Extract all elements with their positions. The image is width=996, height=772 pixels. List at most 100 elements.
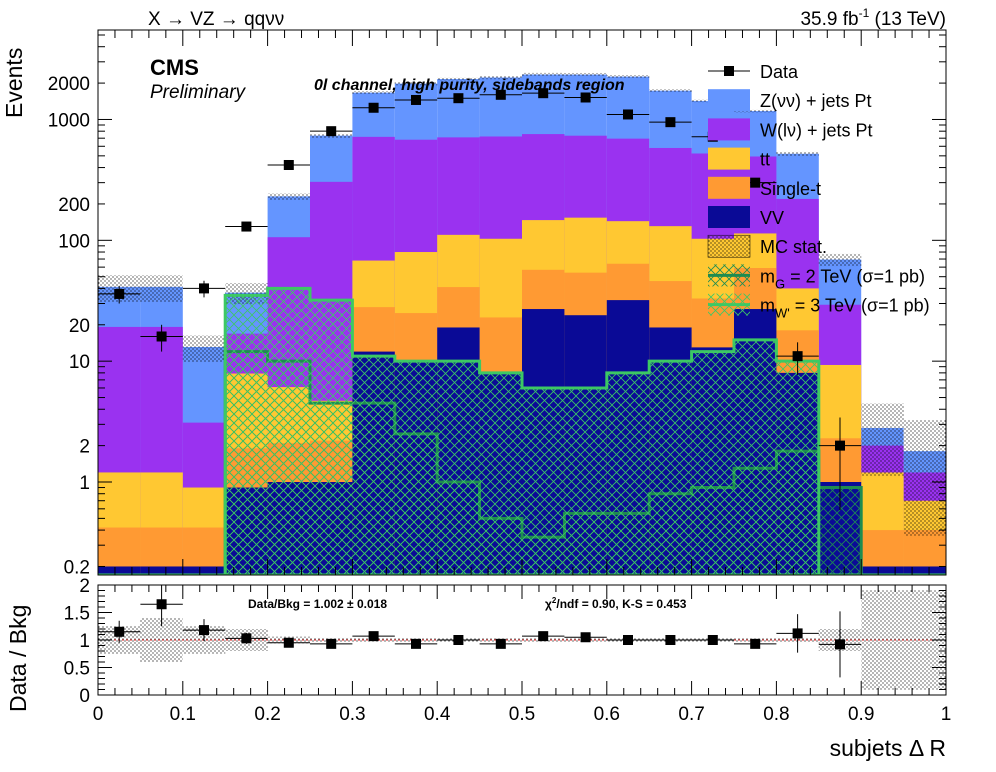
ratio-summary: Data/Bkg = 1.002 ± 0.018	[248, 597, 387, 611]
energy-label: (13 TeV)	[875, 9, 946, 30]
ratio-points	[98, 585, 862, 678]
y-tick-label-6: 200	[58, 195, 90, 216]
lumi-value: 35.9 fb	[800, 9, 858, 30]
bar-vv-19	[903, 566, 946, 575]
ratio-point-12	[623, 635, 633, 645]
data-point-16	[792, 351, 803, 362]
x-axis-label: subjets Δ R	[830, 735, 946, 761]
x-tick-label-9: 0.9	[848, 704, 874, 725]
data-point-7	[411, 94, 421, 105]
mc-stat-bin-16	[776, 151, 819, 156]
x-tick-label-6: 0.6	[594, 704, 620, 725]
legend-data-marker	[724, 66, 734, 76]
ratio-fit-stats: χ2/ndf = 0.90, K-S = 0.453	[545, 596, 687, 611]
mc-stat-bin-7	[394, 82, 438, 86]
ratio-point-4	[283, 637, 294, 648]
x-tick-label-0: 0	[93, 704, 104, 725]
ratio-point-9	[495, 638, 506, 649]
data-point-5	[326, 126, 337, 137]
bar-vv-0	[98, 566, 141, 575]
legend-label-2: W(lν) + jets Pt	[760, 120, 873, 140]
data-point-11	[580, 92, 591, 103]
signal-mw-3tev	[98, 286, 946, 575]
data-point-1	[156, 331, 167, 342]
data-point-6	[368, 102, 379, 113]
legend-label-7: mG = 2 TeV (σ=1 pb)	[760, 266, 925, 291]
y-tick-label-8: 2000	[48, 74, 90, 95]
mc-stat-bin-2	[182, 335, 226, 363]
lumi-exponent: -1	[859, 6, 870, 20]
legend-swatch-stat	[707, 234, 751, 258]
legend-label-4: Single-t	[760, 179, 821, 199]
x-tick-label-2: 0.2	[254, 704, 280, 725]
legend-swatch-3	[708, 147, 750, 170]
mc-stat-bin-6	[352, 91, 395, 95]
x-tick-label-10: 1	[941, 704, 952, 725]
y-tick-label-4: 20	[69, 316, 90, 337]
ratio-point-0	[114, 626, 125, 637]
cms-sublabel: Preliminary	[150, 82, 247, 103]
data-points	[98, 88, 862, 511]
x-tick-label-7: 0.7	[678, 704, 704, 725]
ratio-y-tick-label-2: 1	[79, 631, 90, 652]
data-point-0	[114, 288, 125, 299]
title-right: 35.9 fb-1 (13 TeV)	[800, 6, 946, 30]
bar-vv-18	[861, 566, 904, 575]
x-tick-label-8: 0.8	[763, 704, 789, 725]
data-point-15	[750, 177, 761, 188]
bar-vv-1	[140, 566, 183, 575]
ratio-point-7	[411, 638, 421, 649]
mc-stat-bin-19	[903, 420, 946, 536]
data-point-2	[199, 283, 209, 294]
y-tick-label-2: 2	[79, 437, 90, 458]
x-tick-label-1: 0.1	[170, 704, 196, 725]
y-tick-label-1: 1	[79, 473, 90, 494]
legend-swatch-1	[708, 89, 750, 112]
y-tick-label-5: 100	[58, 231, 90, 252]
ratio-y-axis-label: Data / Bkg	[5, 605, 31, 712]
ratio-y-tick-label-3: 1.5	[64, 604, 90, 625]
x-tick-label-3: 0.3	[339, 704, 365, 725]
ratio-point-17	[835, 639, 845, 650]
ratio-y-tick-label-0: 0	[79, 686, 90, 707]
legend-label-5: VV	[760, 208, 784, 228]
mc-stat-bin-4	[267, 193, 310, 200]
ratio-y-tick-label-1: 0.5	[64, 659, 90, 680]
data-point-13	[665, 117, 676, 128]
x-tick-label-5: 0.5	[509, 704, 535, 725]
ratio-point-14	[707, 635, 718, 645]
data-point-8	[453, 93, 464, 104]
mc-stat-bin-12	[606, 75, 650, 79]
ratio-point-2	[199, 625, 209, 636]
bar-vv-2	[182, 566, 226, 575]
y-tick-label-7: 1000	[48, 110, 90, 131]
data-point-3	[241, 221, 252, 232]
main-axes: 0.2 1 2 10 20 100 200 1000 2000	[48, 30, 947, 578]
legend-label-0: Data	[760, 62, 799, 82]
ratio-point-13	[665, 635, 676, 645]
ratio-axes: 0 0.5 1 1.5 2 0 0.1 0.2 0.3 0.4 0.5 0.6 0.7 0.8 0.9 1	[64, 576, 952, 725]
region-label: 0l channel, high purity, sidebands regio…	[314, 77, 625, 94]
legend-swatch-4	[708, 176, 750, 199]
mc-stat-bin-8	[437, 77, 480, 81]
mc-stat-bin-1	[140, 275, 183, 302]
data-point-17	[835, 440, 845, 451]
ratio-point-6	[368, 631, 379, 642]
legend-label-3: tt	[760, 150, 770, 170]
ratio-point-8	[453, 635, 464, 645]
legend-label-8: mW' = 3 TeV (σ=1 pb)	[760, 296, 930, 321]
ratio-point-15	[750, 638, 761, 649]
legend-swatch-2	[708, 118, 750, 141]
title-left: X → VZ → qqνν	[148, 9, 284, 30]
data-point-4	[283, 159, 294, 170]
ratio-point-5	[326, 638, 337, 649]
mc-stat-bin-15	[734, 109, 777, 113]
legend: Data Z(νν) + jets Pt W(lν) + jets Pt tt Sing…	[707, 62, 930, 321]
y-axis-label: Events	[1, 48, 27, 118]
mc-stat-band	[98, 72, 946, 536]
mc-stat-bin-18	[861, 403, 904, 477]
mc-stat-bin-10	[522, 72, 565, 77]
chi-symbol: χ	[545, 597, 552, 611]
data-point-9	[495, 89, 506, 100]
